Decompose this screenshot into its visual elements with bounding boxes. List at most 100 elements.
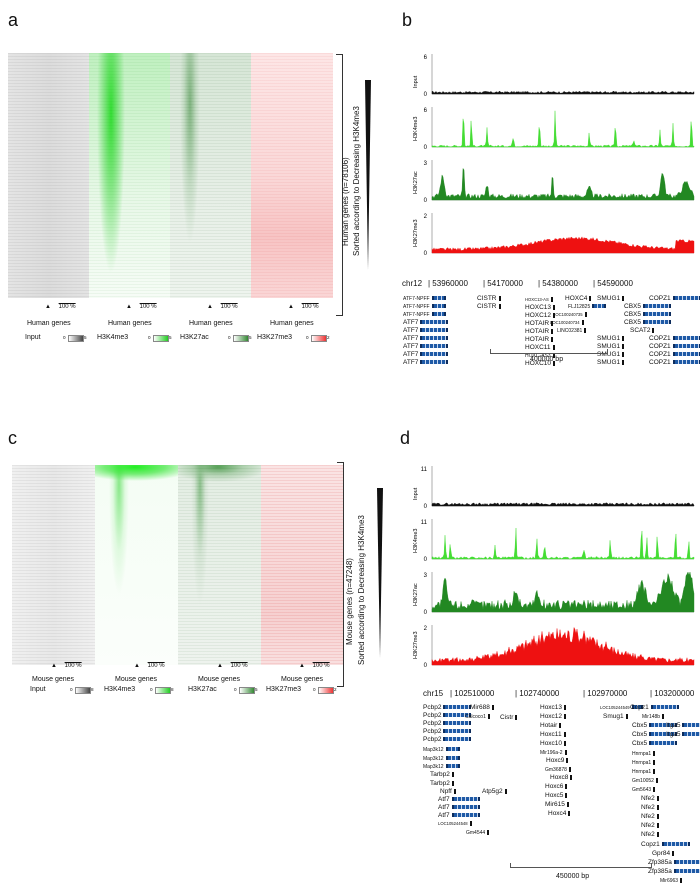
gene-model-tick bbox=[568, 766, 571, 772]
gene-model-bar bbox=[672, 360, 700, 365]
gene-model-tick bbox=[589, 295, 592, 301]
gene-model-tick bbox=[656, 813, 659, 819]
gene-model-tick bbox=[625, 713, 628, 719]
gene-model-bar bbox=[661, 842, 690, 847]
gene-label: Gm10052 bbox=[632, 778, 654, 784]
gene-annotation: Gm5643 bbox=[632, 786, 656, 794]
gene-annotation: Hoxc5 bbox=[545, 792, 568, 800]
gene-label: Hoxc8 bbox=[550, 774, 569, 781]
gene-model-tick bbox=[551, 336, 554, 342]
gene-label: COPZ1 bbox=[649, 343, 671, 350]
gene-annotation: Pcbp2 bbox=[423, 712, 472, 720]
gene-label: HOXC11 bbox=[525, 344, 551, 351]
b-scalebar bbox=[490, 349, 608, 354]
gene-label: Smug1 bbox=[603, 713, 624, 720]
gene-model-tick bbox=[498, 303, 501, 309]
gene-annotation: HOXC11 bbox=[525, 344, 555, 352]
gene-label: CBX5 bbox=[624, 311, 641, 318]
gene-label: Atf7 bbox=[438, 804, 450, 811]
gene-annotation: Map3k12 bbox=[423, 755, 460, 763]
gene-model-tick bbox=[498, 295, 501, 301]
gene-model-bar bbox=[431, 296, 446, 301]
c-legend-k4-bar bbox=[155, 687, 171, 694]
a-col-label-4: Human genes bbox=[270, 320, 314, 327]
heatmap-c-input bbox=[12, 465, 96, 665]
c-side-label-1: Mouse genes (n=47248) bbox=[345, 558, 354, 645]
gene-annotation: ATF7 bbox=[403, 327, 449, 335]
gene-label: COPZ1 bbox=[649, 295, 671, 302]
c-bracket bbox=[337, 462, 344, 687]
gene-annotation: Tarbp2 bbox=[430, 780, 454, 788]
gene-annotation: SMUG1 bbox=[597, 295, 625, 303]
gene-annotation: Hoxc9 bbox=[546, 757, 569, 765]
a-legend-k4: H3K4me3 bbox=[97, 334, 129, 341]
c-side-label-2: Sorted according to Decreasing H3K4me3 bbox=[357, 515, 366, 665]
gene-model-bar bbox=[451, 813, 480, 818]
gene-model-tick bbox=[451, 771, 454, 777]
gene-annotation: Hoxc6 bbox=[545, 783, 568, 791]
c-col-label-3: Mouse genes bbox=[198, 676, 241, 683]
gene-model-tick bbox=[622, 343, 625, 349]
gene-annotation: ATF7-NPFF bbox=[403, 311, 446, 319]
gene-annotation: CISTR bbox=[477, 295, 501, 303]
gene-model-tick bbox=[515, 714, 518, 720]
c-col-label-4: Mouse genes bbox=[281, 676, 324, 683]
gene-annotation: Nfe2 bbox=[641, 831, 659, 839]
gene-annotation: Hnrnpa1 bbox=[632, 768, 656, 776]
gene-model-bar bbox=[443, 705, 472, 710]
track-signal bbox=[431, 236, 695, 254]
gene-annotation: HOXC12 bbox=[525, 312, 556, 320]
a-col-label-2: Human genes bbox=[108, 320, 152, 327]
gene-label: Atf7 bbox=[438, 796, 450, 803]
gene-model-tick bbox=[551, 320, 554, 326]
gene-label: Hoxc13 bbox=[540, 704, 563, 711]
gene-annotation: Map3k12 bbox=[423, 746, 460, 754]
gene-model-bar bbox=[420, 328, 449, 333]
gene-annotation: HOXC10 bbox=[525, 360, 556, 368]
heatmap-c-h3k27me3 bbox=[261, 465, 343, 665]
gene-annotation: CBX5 bbox=[624, 311, 671, 319]
gene-annotation: Hnrnpa1 bbox=[632, 759, 656, 767]
track-ymin: 0 bbox=[424, 557, 428, 563]
gene-annotation: HOXC13-AS bbox=[525, 296, 553, 304]
gene-label: SCAT2 bbox=[630, 327, 651, 334]
gene-model-tick bbox=[504, 788, 507, 794]
gene-annotation: Gm36878 bbox=[545, 766, 571, 774]
gene-label: LINC02381 bbox=[557, 328, 583, 334]
gene-label: Cistr bbox=[500, 714, 514, 721]
track-ymin: 0 bbox=[424, 145, 428, 151]
gene-model-tick bbox=[469, 820, 472, 826]
gene-annotation: Copz1 bbox=[630, 704, 679, 712]
a-legend-k4-bar bbox=[153, 335, 169, 342]
a-legend-k27me3-bar bbox=[311, 335, 327, 342]
track-ymin: 0 bbox=[424, 251, 428, 257]
gene-annotation: SMUG1 bbox=[597, 343, 625, 351]
gene-model-bar bbox=[682, 732, 700, 737]
gene-label: Pcbp2 bbox=[423, 720, 442, 727]
track-signal bbox=[431, 626, 695, 666]
gene-model-tick bbox=[451, 780, 454, 786]
gene-model-bar bbox=[649, 732, 678, 737]
gene-model-tick bbox=[570, 774, 573, 780]
gene-model-tick bbox=[564, 704, 567, 710]
gene-label: HOXC13-AS bbox=[525, 297, 549, 302]
gene-label: Mir688 bbox=[470, 704, 490, 711]
c-legend-k4-max: 8 bbox=[171, 687, 174, 692]
gene-model-tick bbox=[662, 713, 665, 719]
gene-model-bar bbox=[443, 729, 472, 734]
gene-model-bar bbox=[592, 304, 607, 309]
gene-model-tick bbox=[656, 804, 659, 810]
gene-label: Zfp385a bbox=[648, 868, 672, 875]
gene-annotation: LOC105244548 bbox=[438, 820, 472, 828]
track-name: H3K27me3 bbox=[413, 631, 419, 659]
gene-model-tick bbox=[568, 810, 571, 816]
c-col-label-1: Mouse genes bbox=[32, 676, 75, 683]
c-legend-k27me3-min: 0 bbox=[313, 687, 316, 692]
c-legend-k27me3-max: 2 bbox=[334, 687, 337, 692]
gene-label: Pcbp2 bbox=[423, 728, 442, 735]
gene-annotation: Hoxc4 bbox=[548, 810, 571, 818]
gene-model-bar bbox=[443, 721, 472, 726]
gene-label: SMUG1 bbox=[597, 335, 621, 342]
gene-model-tick bbox=[653, 750, 656, 756]
a-scale-3: ▲ 100 % bbox=[207, 304, 238, 310]
